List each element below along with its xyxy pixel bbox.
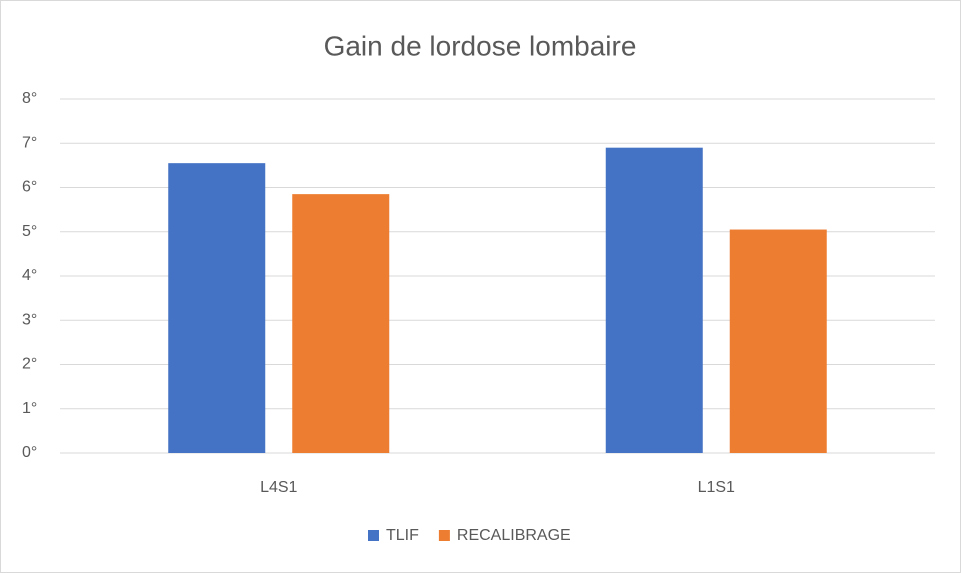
x-tick-label: L1S1: [698, 479, 735, 496]
chart-title: Gain de lordose lombaire: [324, 30, 637, 61]
y-tick-label: 1°: [22, 400, 37, 417]
legend-label: RECALIBRAGE: [457, 527, 571, 544]
bar: [168, 163, 266, 453]
x-tick-label: L4S1: [260, 479, 297, 496]
y-tick-label: 6°: [22, 179, 37, 196]
y-tick-label: 5°: [22, 223, 37, 240]
bar: [292, 194, 390, 453]
bar: [729, 229, 827, 453]
y-tick-label: 4°: [22, 267, 37, 284]
bar: [605, 147, 703, 454]
y-tick-label: 2°: [22, 356, 37, 373]
legend-swatch: [368, 530, 379, 541]
y-tick-label: 7°: [22, 134, 37, 151]
legend-label: TLIF: [386, 527, 419, 544]
y-tick-label: 0°: [22, 444, 37, 461]
legend-swatch: [438, 530, 450, 541]
y-tick-label: 8°: [22, 90, 37, 107]
y-tick-label: 3°: [22, 311, 37, 328]
